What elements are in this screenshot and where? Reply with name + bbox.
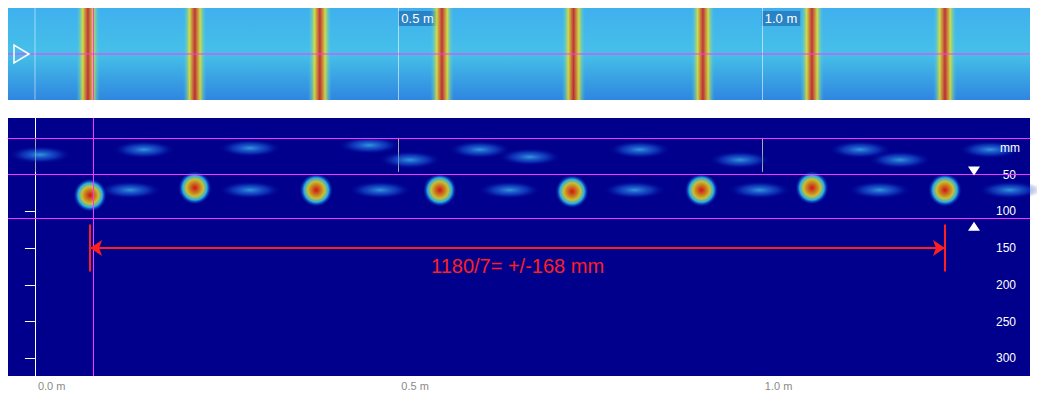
svg-text:0.5 m: 0.5 m [401,11,434,26]
svg-text:250: 250 [996,315,1016,329]
svg-text:1.0 m: 1.0 m [765,380,793,392]
svg-text:1180/7= +/-168 mm: 1180/7= +/-168 mm [431,255,604,277]
svg-text:1.0 m: 1.0 m [765,11,798,26]
svg-text:100: 100 [996,204,1016,218]
svg-text:200: 200 [996,278,1016,292]
svg-text:0.5 m: 0.5 m [401,380,429,392]
svg-text:300: 300 [996,351,1016,365]
svg-text:0.0 m: 0.0 m [38,380,66,392]
svg-text:150: 150 [996,241,1016,255]
svg-text:50: 50 [1002,167,1016,182]
svg-text:mm: mm [1000,141,1020,155]
